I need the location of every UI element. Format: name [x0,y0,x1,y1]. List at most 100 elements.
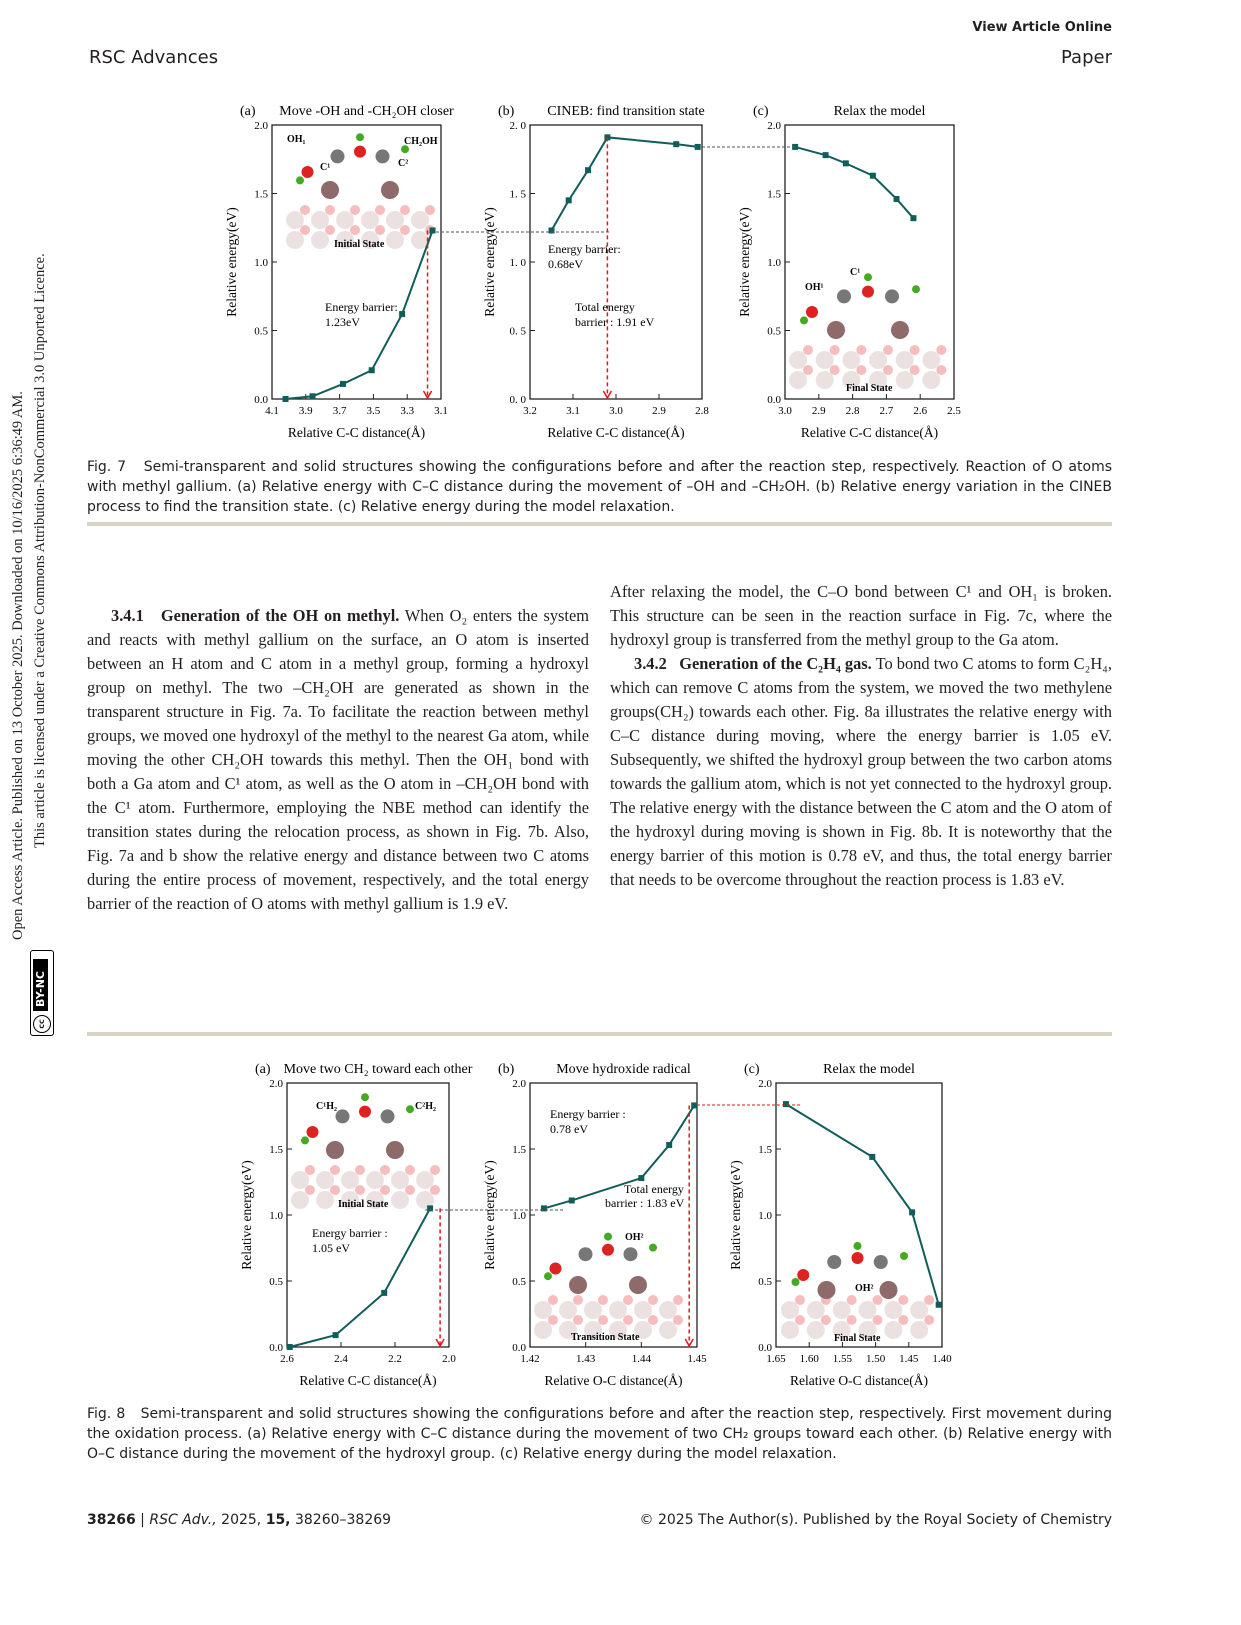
atom [851,1252,864,1264]
x-tick-label: 1.45 [899,1353,919,1365]
surface-oxygen-atom [856,345,867,355]
data-point [309,393,316,400]
atom [817,1281,836,1299]
surface-oxygen-atom [405,1185,415,1195]
x-axis-label: Relative C-C distance(Å) [801,425,938,440]
surface-atom [895,371,914,389]
data-point [691,1102,698,1109]
section-heading: Generation of the OH on methyl. [160,606,400,625]
chart-title: Move hydroxide radical [556,1062,691,1077]
section-label: Paper [1061,47,1112,68]
surface-atom [386,231,404,249]
surface-oxygen-atom [909,365,920,375]
data-point [585,167,592,174]
caption-label: Fig. 7 [87,459,127,475]
molecular-structure-image [781,1242,935,1339]
annotation-text: barrier : 1.91 eV [575,315,655,329]
surface-atom [286,231,304,249]
surface-oxygen-atom [872,1315,883,1325]
y-tick-label: 1.5 [758,1144,772,1156]
data-line [785,1103,940,1306]
volume: 15, [265,1512,291,1528]
surface-atom [884,1321,903,1339]
divider [87,522,1112,526]
x-tick-label: 3.2 [523,405,537,417]
structure-label: OH₁ [287,134,306,145]
cc-badge-text: BY-NC [33,959,48,1011]
y-tick-label: 0.0 [512,1342,526,1354]
surface-oxygen-atom [548,1295,558,1305]
surface-atom [341,1171,359,1189]
data-line [550,136,698,231]
structure-label: Final State [834,1333,881,1344]
atom [797,1269,810,1281]
surface-oxygen-atom [305,1185,315,1195]
section-heading: Generation of the C₂H₄ gas. [679,654,872,673]
molecular-structure-image [534,1232,683,1339]
atom [326,1141,344,1159]
surface-oxygen-atom [355,1165,365,1175]
y-tick-label: 1.0 [254,257,268,269]
atom [853,1242,862,1250]
y-tick-label: 0.5 [512,1276,526,1288]
surface-atom [815,351,834,369]
section-number: 3.4.2 [634,654,667,673]
cc-logo-icon: cc [33,1015,51,1033]
y-tick-label: 0. 0 [510,394,527,406]
view-article-online-link[interactable]: View Article Online [972,20,1112,35]
data-point [694,143,701,150]
surface-oxygen-atom [795,1315,805,1325]
data-point [910,215,917,222]
y-tick-label: 2. 0 [510,120,527,132]
x-tick-label: 2.8 [846,405,860,417]
surface-atom [391,1191,409,1209]
y-tick-label: 0.5 [758,1276,772,1288]
atom [649,1243,657,1252]
x-tick-label: 1.42 [520,1353,539,1365]
data-point [822,152,829,159]
surface-oxygen-atom [350,205,360,215]
surface-oxygen-atom [425,205,435,215]
surface-oxygen-atom [598,1315,608,1325]
chart-title: Move -OH and -CH₂OH closer [279,104,454,119]
surface-atom [609,1301,627,1319]
arrow-head-icon [684,1338,694,1348]
atom [356,133,364,142]
structure-label: OH² [625,1232,644,1243]
panel-label: (c) [744,1062,760,1077]
y-tick-label: 0.0 [767,394,781,406]
atom [386,1141,404,1159]
surface-oxygen-atom [573,1295,583,1305]
y-tick-label: 1.5 [767,189,781,201]
data-line [794,145,915,219]
annotation-text: Energy barrier : [312,1226,388,1240]
surface-atom [361,211,379,229]
atom [330,149,345,164]
cc-license-badge[interactable]: BY-NC cc [30,950,54,1036]
atom [306,1126,319,1138]
surface-atom [584,1321,602,1339]
paragraph: When O₂ enters the system and reacts wit… [87,606,590,913]
surface-atom [366,1191,384,1209]
y-axis-label: Relative energy(eV) [728,1160,743,1270]
atom [623,1247,638,1262]
x-tick-label: 2.6 [280,1353,294,1365]
surface-oxygen-atom [350,225,360,235]
surface-atom [559,1321,577,1339]
y-axis-label: Relative energy(eV) [239,1160,254,1270]
atom [873,1255,888,1269]
surface-oxygen-atom [936,365,947,375]
data-point [540,1205,547,1212]
x-tick-label: 1.44 [632,1353,652,1365]
annotation-text: Energy barrier: [325,300,398,314]
data-line [285,230,434,400]
surface-oxygen-atom [936,345,947,355]
atom [381,181,399,199]
journal-abbrev: RSC Adv., [149,1512,217,1528]
surface-oxygen-atom [430,1185,440,1195]
y-tick-label: 1.5 [254,189,268,201]
surface-atom [534,1321,552,1339]
data-point [869,172,876,179]
caption-text: Semi-transparent and solid structures sh… [87,459,1112,515]
annotation-text: barrier : 1.83 eV [605,1196,685,1210]
